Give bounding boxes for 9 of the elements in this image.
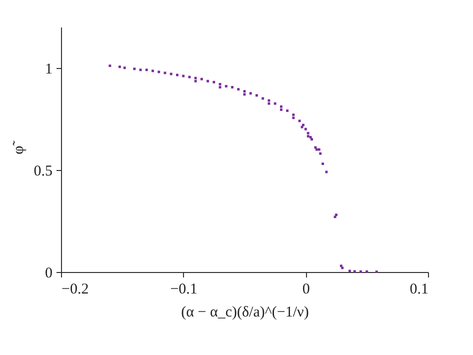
- x-tick-label: −0.1: [170, 282, 198, 298]
- y-tick-label: 0: [45, 266, 52, 282]
- x-tick-label: 0: [302, 282, 310, 298]
- x-tick-label: −0.2: [62, 282, 89, 298]
- x-tick-label: 0.1: [410, 282, 428, 298]
- y-axis-title: φ̃: [10, 140, 27, 154]
- y-tick-label: 1: [45, 61, 52, 78]
- y-tick-label: 0.5: [34, 163, 52, 180]
- x-axis-title: (α − α_c)(δ/a)^(−1/ν): [181, 304, 309, 320]
